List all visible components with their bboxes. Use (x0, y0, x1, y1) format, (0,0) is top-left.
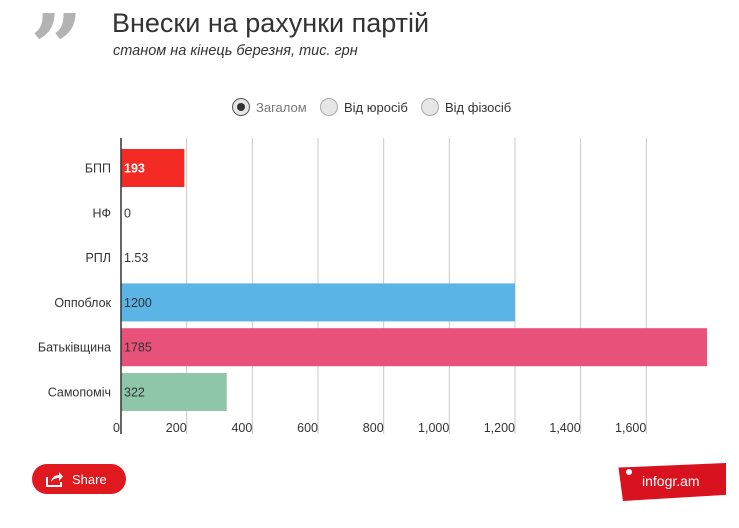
quote-icon: ” (30, 0, 83, 102)
category-label: НФ (92, 206, 111, 220)
bar (121, 149, 185, 187)
x-tick-label: 0 (113, 421, 120, 435)
bar (121, 283, 515, 322)
value-label: 1200 (124, 296, 152, 310)
category-label: БПП (85, 162, 111, 176)
bar (121, 328, 708, 367)
value-label: 193 (124, 162, 145, 176)
radio-unselected-icon (421, 98, 439, 116)
chart-title: Внески на рахунки партій (112, 8, 430, 38)
x-tick-label: 200 (166, 421, 187, 435)
category-label: Оппоблок (54, 296, 111, 310)
value-label: 322 (124, 386, 145, 400)
bar-chart: БПП НФ РПЛ Оппоблок Батьківщина Самопоміч 193… (38, 138, 708, 435)
filter-option-label: Від юросіб (344, 99, 408, 115)
x-tick-label: 1,200 (484, 421, 515, 435)
filter-option-label: Загалом (256, 99, 307, 115)
brand-label: infogr.am (642, 473, 700, 489)
x-tick-labels: 0 200 400 600 800 1,000 1,200 1,400 1,600 (113, 421, 646, 435)
filter-option-individuals[interactable]: Від фізосіб (421, 96, 511, 118)
value-label: 1785 (124, 341, 152, 355)
radio-unselected-icon (320, 98, 338, 116)
category-label: Батьківщина (38, 341, 111, 355)
share-label: Share (72, 471, 107, 487)
value-labels: 193 0 1.53 1200 1785 322 (124, 162, 152, 400)
filter-option-legal-entities[interactable]: Від юросіб (320, 96, 408, 118)
filter-radio-group: Загалом Від юросіб Від фізосіб (0, 96, 739, 118)
x-tick-label: 1,000 (418, 421, 449, 435)
x-tick-label: 1,400 (549, 421, 580, 435)
value-label: 0 (124, 206, 131, 220)
share-button[interactable]: Share (32, 464, 126, 494)
infogram-logo[interactable]: infogr.am (618, 463, 726, 501)
filter-option-total[interactable]: Загалом (232, 96, 307, 118)
chart-subtitle: станом на кінець березня, тис. грн (113, 43, 358, 59)
x-tick-label: 600 (297, 421, 318, 435)
category-label: РПЛ (85, 251, 111, 265)
radio-selected-icon (232, 98, 250, 116)
x-tick-label: 1,600 (615, 421, 646, 435)
category-labels: БПП НФ РПЛ Оппоблок Батьківщина Самопоміч (38, 162, 112, 400)
value-label: 1.53 (124, 251, 148, 265)
bar (121, 373, 227, 411)
filter-option-label: Від фізосіб (445, 99, 512, 115)
category-label: Самопоміч (48, 386, 111, 400)
x-tick-label: 400 (231, 421, 252, 435)
x-tick-label: 800 (363, 421, 384, 435)
bars (121, 149, 708, 411)
logo-mark-icon (626, 469, 632, 475)
share-icon (46, 472, 63, 487)
